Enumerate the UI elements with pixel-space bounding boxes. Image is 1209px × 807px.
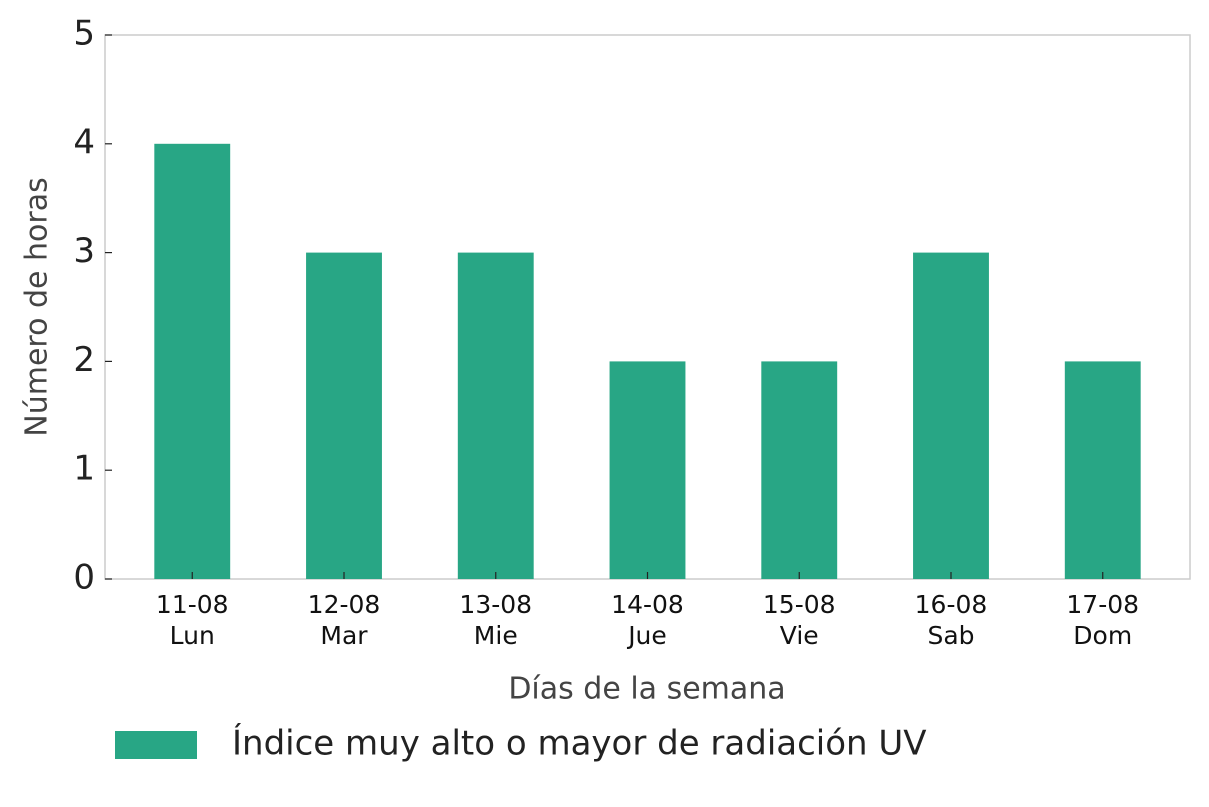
- bar: [913, 252, 989, 579]
- y-tick-label: 0: [73, 558, 95, 598]
- x-axis-label: Días de la semana: [508, 672, 785, 707]
- y-tick-label: 4: [73, 122, 95, 162]
- legend-swatch: [115, 731, 197, 759]
- x-tick-label: 17-08 Dom: [1066, 590, 1140, 650]
- legend-label: Índice muy alto o mayor de radiación UV: [232, 723, 927, 764]
- bar: [609, 361, 686, 579]
- x-tick-label: 11-08 Lun: [155, 590, 229, 650]
- y-tick-label: 1: [73, 449, 95, 489]
- y-axis-label: Número de horas: [20, 177, 55, 436]
- bar: [761, 361, 838, 579]
- y-tick-label: 5: [73, 14, 95, 54]
- y-tick-label: 2: [73, 340, 95, 380]
- x-tick-label: 15-08 Vie: [762, 590, 836, 650]
- bar: [1064, 361, 1141, 579]
- x-tick-label: 14-08 Jue: [611, 590, 684, 650]
- x-tick-label: 13-08 Mie: [459, 590, 533, 650]
- y-tick-label: 3: [73, 231, 95, 271]
- x-tick-label: 16-08 Sab: [914, 590, 988, 650]
- bar: [154, 143, 231, 580]
- x-tick-label: 12-08 Mar: [307, 590, 381, 650]
- bar: [457, 252, 534, 579]
- bar: [306, 252, 382, 579]
